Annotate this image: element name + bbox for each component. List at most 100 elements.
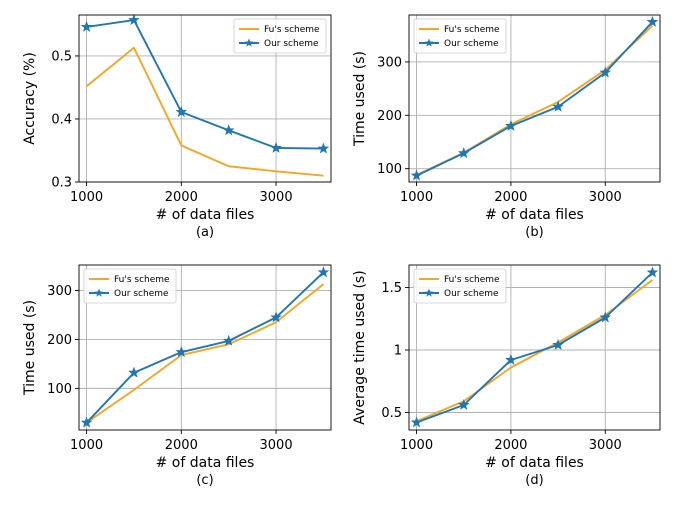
legend-marker: [244, 38, 254, 47]
y-tick-label: 100: [377, 162, 402, 177]
legend-box: [233, 18, 327, 54]
x-axis-label: # of data files: [156, 207, 255, 223]
legend-item: Fu's scheme: [419, 25, 500, 35]
x-tick-label: 2000: [165, 190, 198, 205]
data-point: [175, 346, 188, 358]
series-our-scheme: [410, 15, 659, 181]
legend-label: Our scheme: [264, 39, 319, 49]
legend-item: Our scheme: [419, 38, 499, 49]
x-axis-label: # of data files: [156, 455, 255, 471]
data-point: [552, 338, 564, 350]
series-line: [85, 271, 325, 424]
legend-label: Fu's scheme: [444, 275, 500, 285]
y-axis-label: Accuracy (%): [22, 52, 38, 145]
series-our-scheme: [410, 266, 659, 428]
grid: [79, 265, 331, 430]
y-tick-label: 1.5: [381, 281, 402, 296]
data-point: [457, 398, 470, 410]
data-point: [410, 416, 423, 428]
plot-frame: [408, 14, 661, 183]
legend-item: Fu's scheme: [419, 275, 500, 285]
x-tick-label: 2000: [494, 438, 527, 453]
x-tick-label: 3000: [589, 190, 622, 205]
y-axis-label: Time used (s): [22, 300, 38, 396]
legend-label: Our scheme: [444, 39, 499, 49]
series-line: [85, 46, 324, 177]
data-point: [646, 266, 659, 278]
data-point: [599, 66, 612, 78]
x-tick-label: 3000: [589, 438, 622, 453]
panel-caption: (b): [525, 225, 543, 240]
legend-marker: [424, 288, 434, 297]
legend-box: [413, 18, 507, 54]
x-axis-label: # of data files: [485, 455, 584, 471]
legend-marker: [94, 288, 104, 297]
series-fu-scheme: [86, 283, 325, 424]
legend-item: Fu's scheme: [89, 275, 170, 285]
legend-label: Fu's scheme: [114, 275, 170, 285]
x-tick-label: 3000: [260, 438, 293, 453]
grid: [409, 15, 660, 182]
x-tick-label: 2000: [165, 438, 198, 453]
data-point: [646, 15, 659, 27]
y-tick-label: 0.3: [51, 176, 72, 191]
data-point: [599, 311, 612, 323]
y-tick-label: 300: [47, 284, 72, 299]
data-point: [270, 311, 282, 323]
y-tick-label: 0.5: [51, 49, 72, 64]
legend: Fu's scheme Our scheme: [233, 18, 327, 54]
legend-marker: [424, 38, 434, 47]
legend-label: Our scheme: [114, 289, 169, 299]
data-point: [128, 13, 140, 25]
legend-item: Our scheme: [89, 288, 169, 299]
series-line: [416, 21, 654, 177]
legend-label: Fu's scheme: [444, 25, 500, 35]
panel-d: 1000 2000 3000 0.5 1 1.5 # of data files (d) Ave…: [352, 264, 661, 488]
data-point: [317, 142, 330, 154]
panel-caption: (a): [196, 225, 214, 240]
data-point: [80, 416, 93, 428]
y-axis-label: Time used (s): [352, 51, 368, 147]
data-point: [270, 141, 282, 153]
legend-label: Our scheme: [444, 289, 499, 299]
x-axis-label: # of data files: [485, 207, 584, 223]
panel-a: 1000 2000 3000 0.3 0.4 0.5 # of data files (a) A…: [22, 13, 332, 240]
plot-frame: [78, 264, 332, 431]
panel-b: 1000 2000 3000 100 200 300 # of data files (b) T…: [352, 14, 661, 240]
x-tick-label: 2000: [494, 190, 527, 205]
plot-frame: [78, 14, 332, 183]
panel-caption: (c): [196, 473, 213, 488]
legend-label: Fu's scheme: [264, 25, 320, 35]
legend: Fu's scheme Our scheme: [413, 268, 507, 304]
data-point: [222, 124, 235, 136]
data-point: [222, 334, 235, 346]
plot-frame: [408, 264, 661, 431]
series-line: [86, 19, 324, 150]
legend-box: [413, 268, 507, 304]
y-tick-label: 1: [394, 344, 402, 359]
panel-c: 1000 2000 3000 100 200 300 # of data files (c) T…: [22, 264, 332, 488]
data-point: [552, 100, 564, 112]
legend-item: Our scheme: [239, 38, 319, 49]
y-tick-label: 200: [377, 109, 402, 124]
data-point: [505, 119, 517, 131]
data-point: [317, 266, 330, 278]
y-tick-label: 300: [377, 55, 402, 70]
series-line: [86, 283, 325, 424]
x-tick-label: 1000: [400, 438, 433, 453]
legend-item: Fu's scheme: [239, 25, 320, 35]
series-our-scheme: [80, 13, 330, 154]
x-tick-label: 1000: [70, 438, 103, 453]
x-tick-label: 1000: [400, 190, 433, 205]
y-axis-label: Average time used (s): [352, 270, 368, 424]
data-point: [410, 169, 423, 181]
y-tick-label: 100: [47, 382, 72, 397]
legend: Fu's scheme Our scheme: [83, 268, 177, 304]
data-point: [457, 147, 470, 159]
data-point: [128, 366, 140, 378]
data-point: [175, 105, 188, 117]
series-our-scheme: [80, 266, 330, 428]
y-tick-label: 0.5: [381, 406, 402, 421]
legend: Fu's scheme Our scheme: [413, 18, 507, 54]
